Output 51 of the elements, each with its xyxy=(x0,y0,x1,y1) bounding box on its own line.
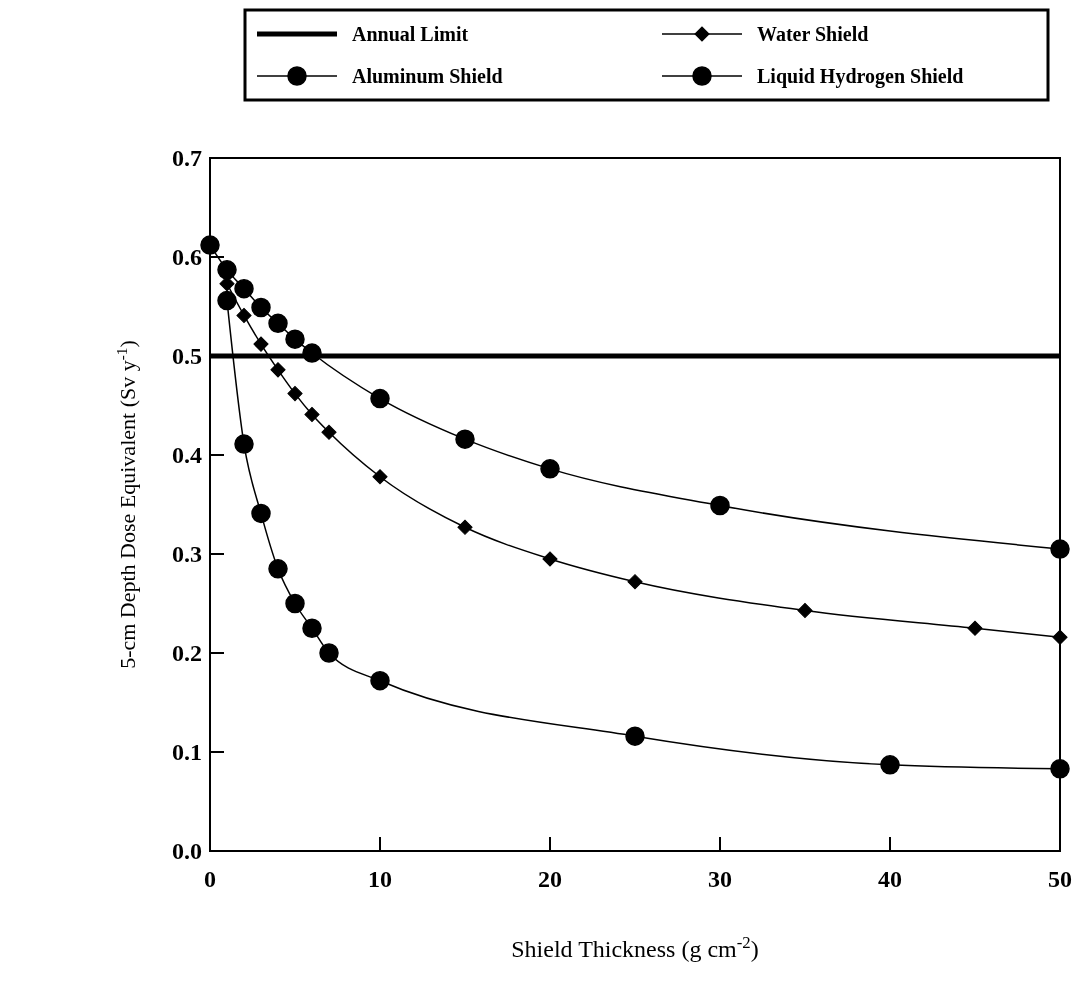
point xyxy=(285,593,305,614)
point xyxy=(251,297,271,318)
point xyxy=(372,469,388,485)
point xyxy=(253,336,269,352)
point xyxy=(236,307,252,323)
y-tick-label: 0.6 xyxy=(172,244,202,271)
y-tick-label: 0.2 xyxy=(172,640,202,667)
y-tick-label: 0.1 xyxy=(172,739,202,766)
point xyxy=(268,559,288,579)
point xyxy=(880,755,900,775)
y-tick-label: 0.5 xyxy=(172,343,202,370)
x-tick-label: 0 xyxy=(204,866,216,892)
y-tick-label: 0.7 xyxy=(172,145,202,172)
point xyxy=(627,574,643,590)
legend-label: Liquid Hydrogen Shield xyxy=(757,65,964,88)
legend-label: Water Shield xyxy=(757,23,869,45)
point xyxy=(251,503,271,524)
point xyxy=(270,362,286,378)
point xyxy=(321,424,337,440)
legend-label: Annual Limit xyxy=(352,23,469,45)
point xyxy=(302,618,322,638)
point xyxy=(302,343,322,363)
point xyxy=(370,670,390,691)
point xyxy=(319,643,339,663)
x-tick-label: 40 xyxy=(878,866,902,892)
point xyxy=(285,329,305,349)
point xyxy=(217,260,237,280)
point xyxy=(217,290,237,311)
point xyxy=(304,406,320,422)
point xyxy=(370,388,390,409)
point xyxy=(457,519,473,535)
point xyxy=(455,429,475,449)
point xyxy=(287,386,303,402)
point xyxy=(234,278,254,299)
legend-label: Aluminum Shield xyxy=(352,65,503,87)
point xyxy=(797,602,813,618)
x-tick-label: 50 xyxy=(1048,866,1072,892)
point xyxy=(710,495,730,516)
point xyxy=(234,434,254,454)
x-tick-label: 20 xyxy=(538,866,562,892)
x-tick-label: 30 xyxy=(708,866,732,892)
point xyxy=(540,459,560,479)
point xyxy=(967,620,983,636)
y-tick-label: 0.4 xyxy=(172,442,202,469)
y-tick-label: 0.3 xyxy=(172,541,202,568)
y-tick-label: 0.0 xyxy=(172,838,202,865)
point xyxy=(542,551,558,567)
point xyxy=(625,726,645,746)
point xyxy=(268,313,288,334)
x-tick-label: 10 xyxy=(368,866,392,892)
x-axis-title: Shield Thickness (g cm$^{-2}$) xyxy=(511,932,759,962)
